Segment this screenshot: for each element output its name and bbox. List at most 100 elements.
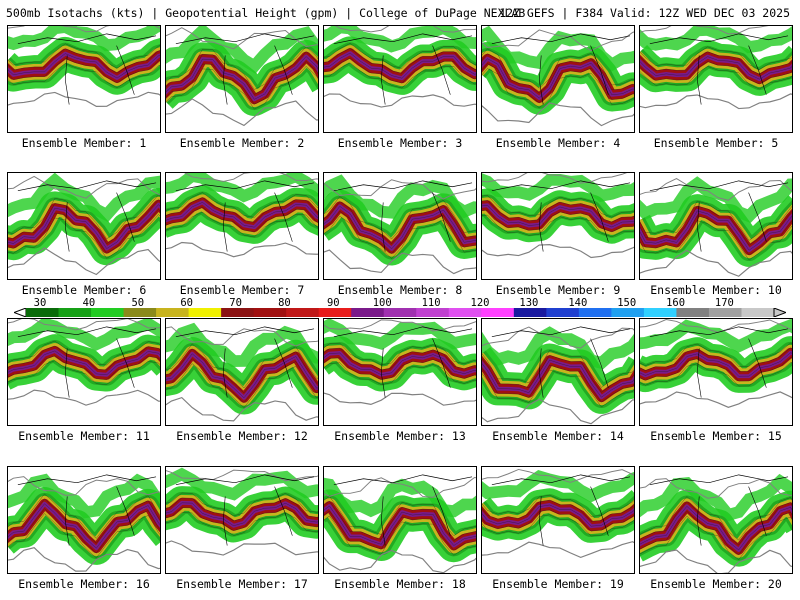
- colorbar-swatch: [448, 308, 482, 317]
- colorbar-swatch: [318, 308, 352, 317]
- ensemble-map-14: [481, 318, 635, 426]
- colorbar-tick-label: 70: [229, 297, 242, 309]
- ensemble-member-label: Ensemble Member: 17: [176, 577, 308, 591]
- jet-stream-map: [324, 467, 476, 573]
- header-title: 500mb Isotachs (kts) | Geopotential Heig…: [6, 6, 526, 20]
- colorbar-swatch: [676, 308, 710, 317]
- ensemble-map-13: [323, 318, 477, 426]
- colorbar-swatch: [513, 308, 547, 317]
- colorbar-labels: 30 40 50 60 70 80 90 100 110 120 130 140 150 160 170: [14, 297, 786, 309]
- colorbar-tick-label: 50: [131, 297, 145, 309]
- ensemble-member-label: Ensemble Member: 19: [492, 577, 624, 591]
- jet-stream-map: [324, 319, 476, 425]
- colorbar-tick-label: 120: [470, 297, 490, 309]
- ensemble-map-7: [165, 172, 319, 280]
- colorbar-tick-label: 90: [326, 297, 340, 309]
- jet-stream-map: [8, 26, 160, 132]
- ensemble-map-6: [7, 172, 161, 280]
- jet-stream-map: [640, 26, 792, 132]
- ensemble-member-label: Ensemble Member: 12: [176, 429, 308, 443]
- jet-stream-map: [166, 319, 318, 425]
- ensemble-map-16: [7, 466, 161, 574]
- colorbar-tick-label: 160: [666, 297, 686, 309]
- ensemble-member-label: Ensemble Member: 18: [334, 577, 466, 591]
- jet-stream-map: [482, 319, 634, 425]
- colorbar-tick-label: 150: [617, 297, 637, 309]
- colorbar-tick-label: 30: [33, 297, 47, 309]
- colorbar-scale: [14, 308, 786, 317]
- colorbar: 30 40 50 60 70 80 90 100 110 120 130 140 150 160 170: [14, 297, 786, 317]
- colorbar-tick-label: 170: [714, 297, 734, 309]
- ensemble-map-19: [481, 466, 635, 574]
- ensemble-member-label: Ensemble Member: 15: [650, 429, 782, 443]
- colorbar-swatch: [383, 308, 417, 317]
- colorbar-swatch: [643, 308, 677, 317]
- colorbar-tick-label: 80: [278, 297, 291, 309]
- ensemble-member-label: Ensemble Member: 5: [653, 136, 779, 150]
- jet-stream-map: [166, 26, 318, 132]
- colorbar-tick-label: 60: [180, 297, 194, 309]
- ensemble-map-1: [7, 25, 161, 133]
- ensemble-member-label: Ensemble Member: 16: [18, 577, 150, 591]
- ensemble-member-label: Ensemble Member: 11: [18, 429, 150, 443]
- map-header: 500mb Isotachs (kts) | Geopotential Heig…: [6, 6, 796, 20]
- jet-stream-map: [324, 26, 476, 132]
- ensemble-member-label: Ensemble Member: 6: [21, 283, 147, 297]
- colorbar-swatch: [481, 308, 515, 317]
- ensemble-map-12: [165, 318, 319, 426]
- ensemble-map-2: [165, 25, 319, 133]
- colorbar-swatch: [221, 308, 255, 317]
- colorbar-max-arrow: [773, 308, 786, 317]
- jet-stream-map: [482, 26, 634, 132]
- colorbar-swatch: [351, 308, 385, 317]
- ensemble-map-4: [481, 25, 635, 133]
- colorbar-swatch: [416, 308, 450, 317]
- ensemble-member-label: Ensemble Member: 10: [650, 283, 782, 297]
- colorbar-swatch: [286, 308, 320, 317]
- ensemble-map-17: [165, 466, 319, 574]
- colorbar-swatch: [741, 308, 775, 317]
- colorbar-tick-label: 40: [82, 297, 96, 309]
- colorbar-tick-label: 110: [421, 297, 441, 309]
- jet-stream-map: [166, 467, 318, 573]
- colorbar-swatch: [611, 308, 645, 317]
- ensemble-map-9: [481, 172, 635, 280]
- ensemble-member-label: Ensemble Member: 8: [337, 283, 463, 297]
- jet-stream-map: [640, 319, 792, 425]
- ensemble-member-label: Ensemble Member: 13: [334, 429, 466, 443]
- ensemble-member-label: Ensemble Member: 2: [179, 136, 305, 150]
- ensemble-map-10: [639, 172, 793, 280]
- ensemble-member-label: Ensemble Member: 3: [337, 136, 463, 150]
- colorbar-swatch: [156, 308, 190, 317]
- ensemble-map-15: [639, 318, 793, 426]
- ensemble-map-11: [7, 318, 161, 426]
- header-valid-time: 12Z GEFS | F384 Valid: 12Z WED DEC 03 20…: [499, 6, 790, 20]
- colorbar-swatch: [546, 308, 580, 317]
- colorbar-swatch: [253, 308, 287, 317]
- colorbar-tick-label: 100: [372, 297, 392, 309]
- jet-stream-map: [166, 173, 318, 279]
- ensemble-map-18: [323, 466, 477, 574]
- colorbar-swatch: [188, 308, 222, 317]
- jet-stream-map: [8, 173, 160, 279]
- colorbar-swatch: [578, 308, 612, 317]
- jet-stream-map: [8, 467, 160, 573]
- colorbar-swatch: [708, 308, 742, 317]
- ensemble-member-label: Ensemble Member: 7: [179, 283, 305, 297]
- colorbar-min-arrow: [14, 308, 27, 317]
- ensemble-map-3: [323, 25, 477, 133]
- colorbar-swatch: [26, 308, 60, 317]
- colorbar-tick-label: 130: [519, 297, 539, 309]
- jet-stream-map: [482, 467, 634, 573]
- colorbar-swatch: [123, 308, 157, 317]
- colorbar-tick-label: 140: [568, 297, 588, 309]
- ensemble-map-8: [323, 172, 477, 280]
- ensemble-map-20: [639, 466, 793, 574]
- ensemble-member-label: Ensemble Member: 14: [492, 429, 624, 443]
- ensemble-map-5: [639, 25, 793, 133]
- ensemble-member-label: Ensemble Member: 9: [495, 283, 621, 297]
- jet-stream-map: [640, 467, 792, 573]
- jet-stream-map: [8, 319, 160, 425]
- ensemble-member-label: Ensemble Member: 20: [650, 577, 782, 591]
- colorbar-swatch: [91, 308, 125, 317]
